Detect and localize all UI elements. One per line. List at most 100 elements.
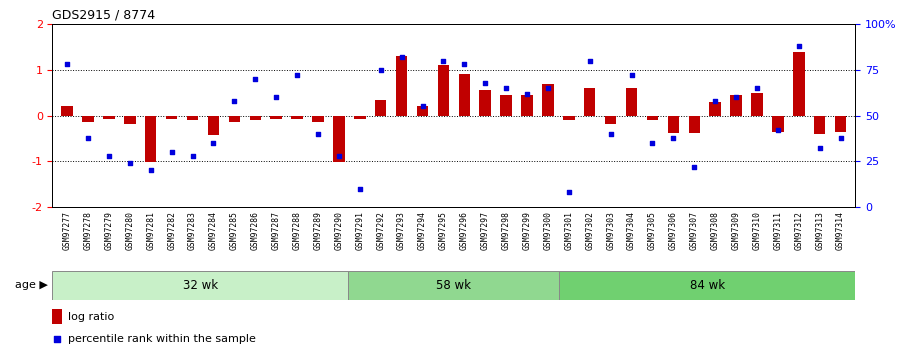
Text: GSM97287: GSM97287: [272, 210, 281, 249]
Point: [206, 140, 221, 146]
Point: [290, 72, 304, 78]
Bar: [559, 271, 855, 300]
Bar: [229, 116, 240, 122]
Text: GSM97286: GSM97286: [251, 210, 260, 249]
Point: [792, 43, 806, 49]
Text: 84 wk: 84 wk: [690, 279, 725, 292]
Point: [122, 160, 137, 166]
Bar: [647, 116, 658, 120]
Point: [101, 153, 116, 159]
Point: [248, 76, 262, 82]
Text: GSM97289: GSM97289: [313, 210, 322, 249]
Text: GSM97300: GSM97300: [543, 210, 552, 249]
Bar: [710, 102, 721, 116]
Text: 58 wk: 58 wk: [436, 279, 472, 292]
Point: [374, 67, 388, 72]
Point: [583, 58, 597, 63]
Text: GSM97312: GSM97312: [795, 210, 804, 249]
Text: GSM97303: GSM97303: [606, 210, 615, 249]
Text: GSM97311: GSM97311: [774, 210, 783, 249]
Bar: [438, 65, 449, 116]
Text: GSM97304: GSM97304: [627, 210, 636, 249]
Bar: [814, 116, 825, 134]
Bar: [103, 116, 115, 119]
Text: GSM97296: GSM97296: [460, 210, 469, 249]
Text: 32 wk: 32 wk: [183, 279, 218, 292]
Text: GSM97280: GSM97280: [125, 210, 134, 249]
Text: GSM97310: GSM97310: [752, 210, 761, 249]
Bar: [605, 116, 616, 124]
Text: GSM97292: GSM97292: [376, 210, 386, 249]
Text: GSM97299: GSM97299: [522, 210, 531, 249]
Bar: [689, 116, 700, 133]
Text: GDS2915 / 8774: GDS2915 / 8774: [52, 9, 156, 22]
Text: GSM97282: GSM97282: [167, 210, 176, 249]
Text: GSM97277: GSM97277: [62, 210, 71, 249]
Text: GSM97284: GSM97284: [209, 210, 218, 249]
Bar: [348, 271, 559, 300]
Bar: [834, 116, 846, 131]
Bar: [124, 116, 136, 124]
Text: GSM97302: GSM97302: [586, 210, 595, 249]
Point: [562, 190, 576, 195]
Bar: [730, 95, 742, 116]
Bar: [208, 116, 219, 135]
Bar: [250, 116, 261, 120]
Text: GSM97305: GSM97305: [648, 210, 657, 249]
Bar: [395, 56, 407, 116]
Bar: [668, 116, 679, 133]
Text: GSM97301: GSM97301: [565, 210, 574, 249]
Text: GSM97314: GSM97314: [836, 210, 845, 249]
Text: GSM97279: GSM97279: [104, 210, 113, 249]
Point: [813, 146, 827, 151]
Bar: [312, 116, 324, 122]
Point: [624, 72, 639, 78]
Point: [749, 85, 764, 91]
Bar: [52, 271, 348, 300]
Bar: [459, 75, 470, 116]
Point: [519, 91, 534, 96]
Bar: [500, 95, 512, 116]
Point: [604, 131, 618, 137]
Text: GSM97288: GSM97288: [292, 210, 301, 249]
Text: GSM97283: GSM97283: [188, 210, 197, 249]
Point: [645, 140, 660, 146]
Text: log ratio: log ratio: [69, 312, 115, 322]
Point: [60, 62, 74, 67]
Text: GSM97307: GSM97307: [690, 210, 699, 249]
Bar: [375, 100, 386, 116]
Point: [457, 62, 472, 67]
Text: GSM97313: GSM97313: [815, 210, 824, 249]
Text: GSM97281: GSM97281: [147, 210, 156, 249]
Point: [540, 85, 555, 91]
Bar: [333, 116, 345, 162]
Text: GSM97285: GSM97285: [230, 210, 239, 249]
Bar: [291, 116, 303, 119]
Text: GSM97306: GSM97306: [669, 210, 678, 249]
Point: [666, 135, 681, 140]
Point: [395, 54, 409, 60]
Point: [729, 95, 743, 100]
Bar: [480, 90, 491, 116]
Point: [310, 131, 325, 137]
Point: [227, 98, 242, 104]
Text: age ▶: age ▶: [15, 280, 48, 290]
Bar: [625, 88, 637, 116]
Point: [834, 135, 848, 140]
Bar: [62, 106, 73, 116]
Text: GSM97295: GSM97295: [439, 210, 448, 249]
Point: [436, 58, 451, 63]
Text: percentile rank within the sample: percentile rank within the sample: [69, 334, 256, 344]
Point: [317, 242, 331, 248]
Bar: [166, 116, 177, 119]
Text: GSM97293: GSM97293: [397, 210, 406, 249]
Point: [269, 95, 283, 100]
Point: [165, 149, 179, 155]
Text: GSM97291: GSM97291: [356, 210, 365, 249]
Text: GSM97298: GSM97298: [501, 210, 510, 249]
Text: GSM97278: GSM97278: [83, 210, 92, 249]
Point: [144, 168, 158, 173]
Text: GSM97297: GSM97297: [481, 210, 490, 249]
Text: GSM97309: GSM97309: [731, 210, 740, 249]
Bar: [772, 116, 784, 131]
